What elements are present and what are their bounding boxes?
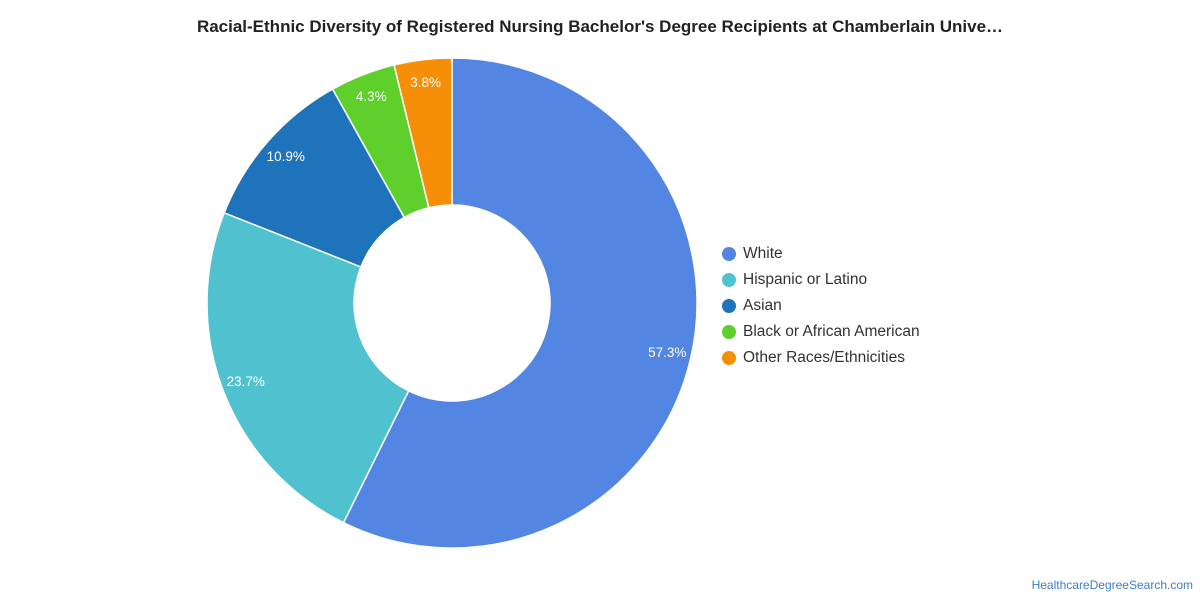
slice-label-black-or-african-american: 4.3% — [356, 89, 387, 104]
legend-swatch-icon — [722, 351, 736, 365]
legend-swatch-icon — [722, 325, 736, 339]
legend-swatch-icon — [722, 273, 736, 287]
legend-item-other-races-ethnicities[interactable]: Other Races/Ethnicities — [722, 345, 920, 371]
legend-swatch-icon — [722, 299, 736, 313]
slice-label-hispanic-or-latino: 23.7% — [227, 374, 265, 389]
legend-label: Black or African American — [743, 323, 920, 340]
legend-item-asian[interactable]: Asian — [722, 293, 920, 319]
chart-title: Racial-Ethnic Diversity of Registered Nu… — [196, 17, 1004, 36]
slice-labels: 57.3% 23.7% 10.9% 4.3% 3.8% — [227, 75, 687, 389]
legend-item-white[interactable]: White — [722, 241, 920, 267]
slice-label-white: 57.3% — [648, 345, 686, 360]
legend: White Hispanic or Latino Asian Black or Afr… — [722, 241, 920, 371]
slice-label-asian: 10.9% — [267, 149, 305, 164]
slice-other-races-ethnicities[interactable] — [393, 57, 453, 209]
legend-label: White — [743, 245, 783, 262]
legend-item-hispanic-or-latino[interactable]: Hispanic or Latino — [722, 267, 920, 293]
slice-label-other-races-ethnicities: 3.8% — [410, 75, 441, 90]
legend-label: Asian — [743, 297, 782, 314]
legend-label: Hispanic or Latino — [743, 271, 868, 288]
legend-item-black-or-african-american[interactable]: Black or African American — [722, 319, 920, 345]
legend-label: Other Races/Ethnicities — [743, 349, 905, 366]
source-credit-link[interactable]: HealthcareDegreeSearch.com — [1031, 578, 1193, 592]
legend-swatch-icon — [722, 247, 736, 261]
slice-hispanic-or-latino[interactable] — [206, 211, 410, 524]
slices — [206, 57, 698, 549]
slice-white[interactable] — [342, 57, 698, 549]
